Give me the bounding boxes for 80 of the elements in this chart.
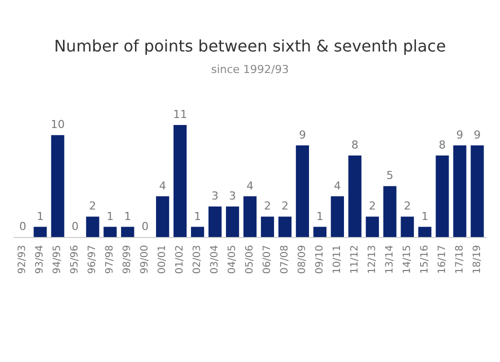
data-label: 8 — [351, 138, 358, 152]
x-tick-label: 08/09 — [296, 245, 308, 274]
x-tick-label: 09/10 — [314, 245, 326, 274]
data-label: 8 — [438, 138, 446, 152]
x-tick-label: 02/03 — [192, 245, 204, 274]
bar — [400, 216, 414, 237]
data-label: 2 — [404, 200, 411, 213]
data-label: 1 — [106, 210, 114, 223]
x-tick-label: 14/15 — [402, 245, 413, 274]
x-tick-label: 98/99 — [122, 245, 134, 274]
data-label: 11 — [173, 108, 188, 121]
data-label: 5 — [386, 169, 394, 182]
x-tick-label: 11/12 — [349, 245, 360, 274]
data-label: 9 — [298, 128, 306, 142]
x-tick-label: 04/05 — [227, 245, 238, 274]
bar — [208, 206, 222, 237]
chart-title: Number of points between sixth & seventh place — [54, 36, 446, 56]
x-tick-label: 13/14 — [384, 245, 396, 274]
x-tick-label: 99/00 — [140, 245, 151, 274]
data-label: 4 — [334, 179, 341, 192]
data-label: 0 — [142, 220, 149, 233]
data-label: 2 — [368, 200, 376, 213]
data-label: 9 — [456, 128, 464, 142]
x-tick-label: 92/93 — [17, 245, 28, 274]
bar — [348, 156, 362, 237]
data-label: 3 — [229, 189, 236, 202]
bar — [260, 216, 274, 237]
data-label: 3 — [212, 189, 219, 202]
x-tick-label: 15/16 — [419, 245, 430, 274]
chart-subtitle: since 1992/93 — [211, 63, 289, 76]
data-label: 9 — [474, 128, 481, 142]
x-tick-label: 93/94 — [34, 245, 46, 274]
x-tick-label: 97/98 — [104, 245, 116, 274]
data-label: 1 — [36, 210, 44, 223]
data-label: 2 — [264, 200, 271, 213]
x-tick-label: 96/97 — [87, 245, 98, 274]
x-tick-label: 00/01 — [157, 245, 168, 274]
bar — [121, 226, 134, 237]
bar — [86, 216, 100, 237]
x-tick-label: 18/19 — [472, 245, 483, 274]
bar — [296, 145, 309, 237]
bar — [243, 196, 257, 237]
bar — [383, 186, 396, 237]
x-tick-label: 01/02 — [174, 245, 186, 274]
data-label: 4 — [246, 179, 254, 192]
x-tick-label: 03/04 — [210, 245, 221, 274]
data-label: 4 — [159, 179, 166, 192]
data-label: 1 — [124, 210, 132, 223]
bar — [330, 196, 344, 237]
bar — [156, 196, 170, 237]
x-tick-label: 12/13 — [366, 245, 378, 274]
data-label: 0 — [19, 220, 26, 233]
x-tick-label: 17/18 — [454, 245, 466, 274]
data-label: 2 — [281, 200, 288, 213]
x-tick-label: 10/11 — [332, 245, 343, 274]
bar — [313, 226, 326, 237]
data-label: 0 — [72, 220, 79, 233]
data-label: 1 — [316, 210, 324, 223]
bar — [226, 206, 240, 237]
x-tick-label: 16/17 — [436, 245, 448, 274]
data-label: 1 — [194, 210, 202, 223]
bar — [51, 135, 64, 237]
x-tick-label: 07/08 — [279, 245, 290, 274]
bar — [418, 226, 432, 237]
data-label: 10 — [50, 118, 65, 132]
bar — [34, 226, 47, 237]
x-tick-label: 95/96 — [70, 245, 81, 274]
x-tick-label: 05/06 — [244, 245, 256, 274]
bar — [453, 145, 466, 237]
x-tick-label: 06/07 — [262, 245, 273, 274]
bar — [366, 216, 379, 237]
bar — [174, 125, 187, 237]
bar — [104, 226, 117, 237]
data-label: 1 — [421, 210, 428, 223]
x-tick-label: 94/95 — [52, 245, 64, 274]
bar — [470, 145, 484, 237]
bar — [436, 156, 449, 237]
bar — [191, 226, 204, 237]
bar — [278, 216, 292, 237]
data-label: 2 — [89, 200, 96, 213]
